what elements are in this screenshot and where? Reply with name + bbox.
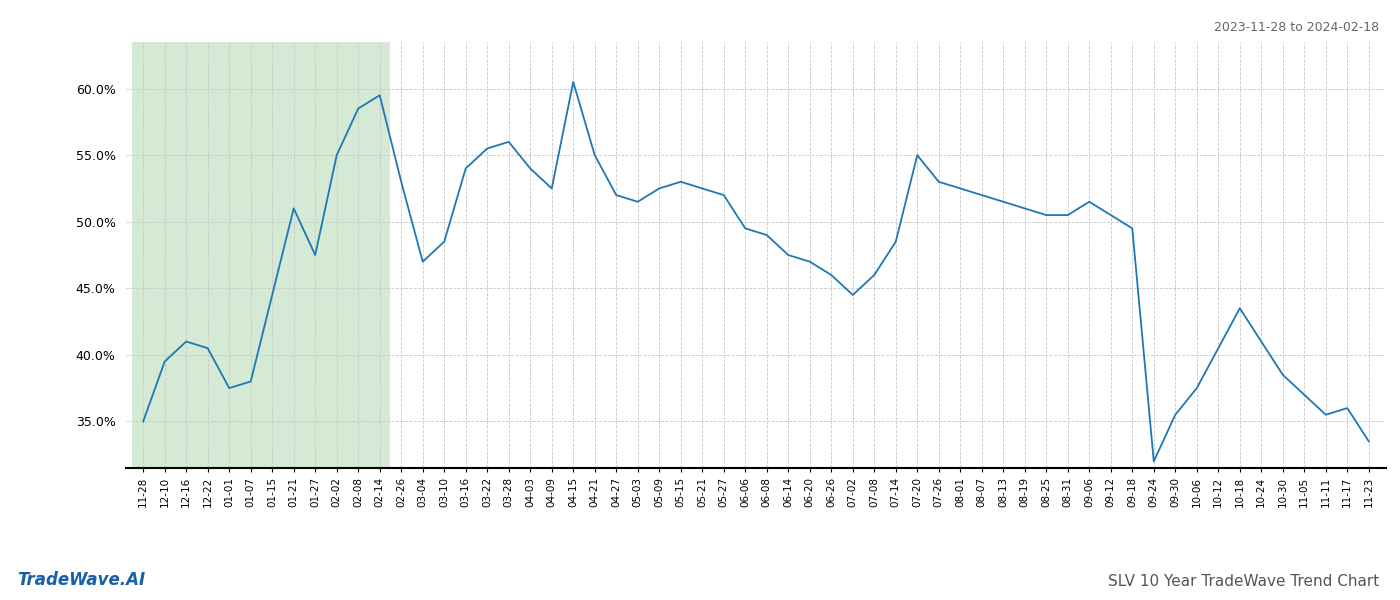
Bar (133, 42, 391, 468)
Text: TradeWave.AI: TradeWave.AI (17, 571, 146, 589)
Text: SLV 10 Year TradeWave Trend Chart: SLV 10 Year TradeWave Trend Chart (1107, 574, 1379, 589)
Text: 2023-11-28 to 2024-02-18: 2023-11-28 to 2024-02-18 (1214, 21, 1379, 34)
